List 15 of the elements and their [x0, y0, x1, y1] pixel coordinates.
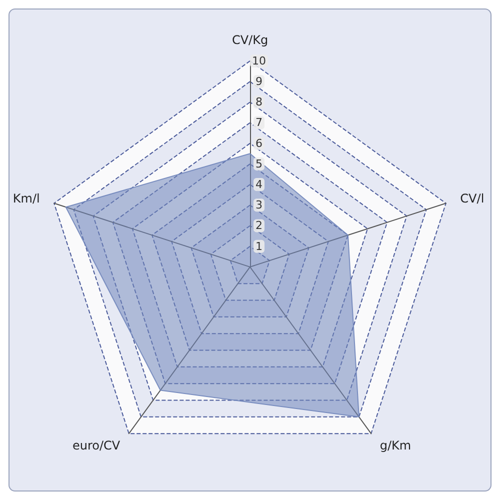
y-tick-label: 7: [256, 116, 262, 130]
spoke-label: Km/l: [12, 192, 40, 206]
y-tick-label: 9: [256, 75, 262, 88]
spoke-label: euro/CV: [72, 438, 121, 453]
y-tick-label: 8: [256, 96, 262, 109]
spoke-label: g/Km: [380, 438, 412, 453]
y-tick-label: 10: [252, 54, 266, 68]
spoke-label: CV/l: [460, 192, 484, 206]
y-tick-label: 4: [256, 178, 262, 192]
y-tick-label: 3: [256, 198, 262, 212]
y-tick-label: 1: [256, 240, 262, 253]
y-tick-label: 2: [256, 219, 262, 232]
y-tick-label: 6: [256, 136, 262, 150]
y-tick-label: 5: [256, 157, 262, 170]
spoke-label: CV/Kg: [232, 32, 268, 47]
